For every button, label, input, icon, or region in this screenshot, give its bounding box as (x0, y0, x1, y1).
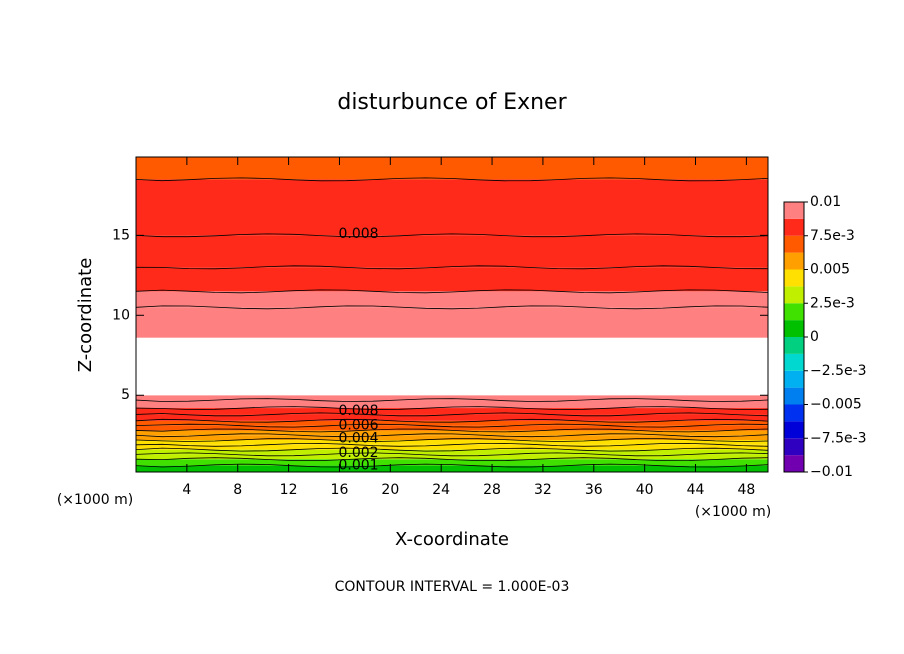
x-axis-label: X-coordinate (395, 529, 509, 550)
contour-band (136, 465, 768, 472)
x-unit-label: (×1000 m) (695, 504, 771, 520)
x-tick-label: 32 (534, 482, 552, 498)
contour-line (135, 305, 769, 310)
colorbar-swatch (784, 269, 804, 287)
contour-label: 0.004 (338, 430, 378, 446)
colorbar-swatch (784, 252, 804, 270)
contour-band (136, 459, 768, 466)
contour-band (136, 179, 768, 236)
chart-title: disturbunce of Exner (337, 90, 567, 115)
contour-line (135, 457, 769, 462)
contour-line (135, 428, 769, 433)
contour-band (136, 157, 768, 180)
x-unit-label: (×1000 m) (57, 492, 133, 508)
y-tick-label: 15 (112, 227, 130, 243)
contour-band (136, 449, 768, 455)
contour-band (136, 440, 768, 445)
contour-band (136, 291, 768, 308)
colorbar-swatch (784, 337, 804, 354)
contour-label: 0.008 (338, 226, 378, 242)
contour-line (135, 265, 769, 270)
colorbar-swatch (784, 387, 804, 405)
contour-band (136, 408, 768, 415)
x-tick-label: 44 (687, 482, 705, 498)
contour-label: 0.002 (338, 445, 378, 461)
colorbar-swatch (784, 235, 804, 253)
colorbar-tick-label: 0 (810, 329, 819, 345)
colorbar-swatch (784, 320, 804, 337)
contour-band (136, 400, 768, 409)
colorbar-tick-label: 0.01 (810, 194, 841, 210)
y-tick-label: 5 (121, 387, 130, 403)
x-tick-label: 4 (182, 482, 191, 498)
x-tick-label: 24 (432, 482, 450, 498)
colorbar-swatch (784, 438, 804, 456)
x-tick-label: 20 (381, 482, 399, 498)
contour-band (136, 425, 768, 431)
contour-line (135, 233, 769, 238)
x-tick-label: 12 (280, 482, 298, 498)
contour-label: 0.006 (338, 418, 378, 434)
colorbar-tick-label: −0.01 (810, 464, 853, 480)
colorbar-swatch (784, 353, 804, 371)
plot-frame (135, 156, 769, 473)
contour-band (136, 395, 768, 401)
colorbar-swatch (784, 455, 804, 472)
colorbar-swatch (784, 286, 804, 304)
contour-band (136, 444, 768, 450)
contour-band (136, 414, 768, 421)
contour-line (135, 289, 769, 294)
contour-line (135, 418, 769, 423)
contour-band (136, 420, 768, 426)
colorbar-tick-label: −2.5e-3 (810, 363, 867, 379)
colorbar-swatch (784, 404, 804, 422)
contour-line (135, 438, 769, 442)
colorbar-tick-label: 7.5e-3 (810, 228, 855, 244)
contour-line (135, 423, 769, 428)
footnote: CONTOUR INTERVAL = 1.000E-03 (335, 579, 570, 595)
colorbar-swatch (784, 303, 804, 321)
x-tick-label: 36 (585, 482, 603, 498)
contour-label: 0.008 (338, 403, 378, 419)
colorbar-swatch (784, 218, 804, 236)
colorbar-tick-label: −7.5e-3 (810, 430, 867, 446)
colorbar-swatch (784, 421, 804, 439)
y-tick-label: 10 (112, 307, 130, 323)
contour-line (135, 442, 769, 447)
contour-band (136, 235, 768, 268)
contour-line (135, 447, 769, 452)
contour-line (135, 412, 769, 417)
contour-band (136, 430, 768, 436)
x-tick-label: 28 (483, 482, 501, 498)
contour-band (136, 307, 768, 338)
x-tick-label: 48 (737, 482, 755, 498)
colorbar-tick-label: −0.005 (810, 397, 862, 413)
contour-line (135, 463, 769, 468)
contour-line (135, 452, 769, 457)
contour-line (135, 177, 769, 182)
colorbar-tick-label: 0.005 (810, 262, 850, 278)
x-tick-label: 8 (233, 482, 242, 498)
contour-line (135, 398, 769, 402)
contour-band (136, 337, 768, 396)
colorbar-swatch (784, 370, 804, 388)
contour-band (136, 267, 768, 292)
y-axis-label: Z-coordinate (75, 258, 96, 373)
contour-line (135, 433, 769, 438)
x-tick-label: 16 (331, 482, 349, 498)
contour-line (135, 406, 769, 410)
contour-label: 0.001 (338, 458, 378, 474)
contour-band (136, 435, 768, 441)
x-tick-label: 40 (636, 482, 654, 498)
contour-band (136, 454, 768, 460)
colorbar-swatch (784, 202, 804, 219)
colorbar-tick-label: 2.5e-3 (810, 295, 855, 311)
